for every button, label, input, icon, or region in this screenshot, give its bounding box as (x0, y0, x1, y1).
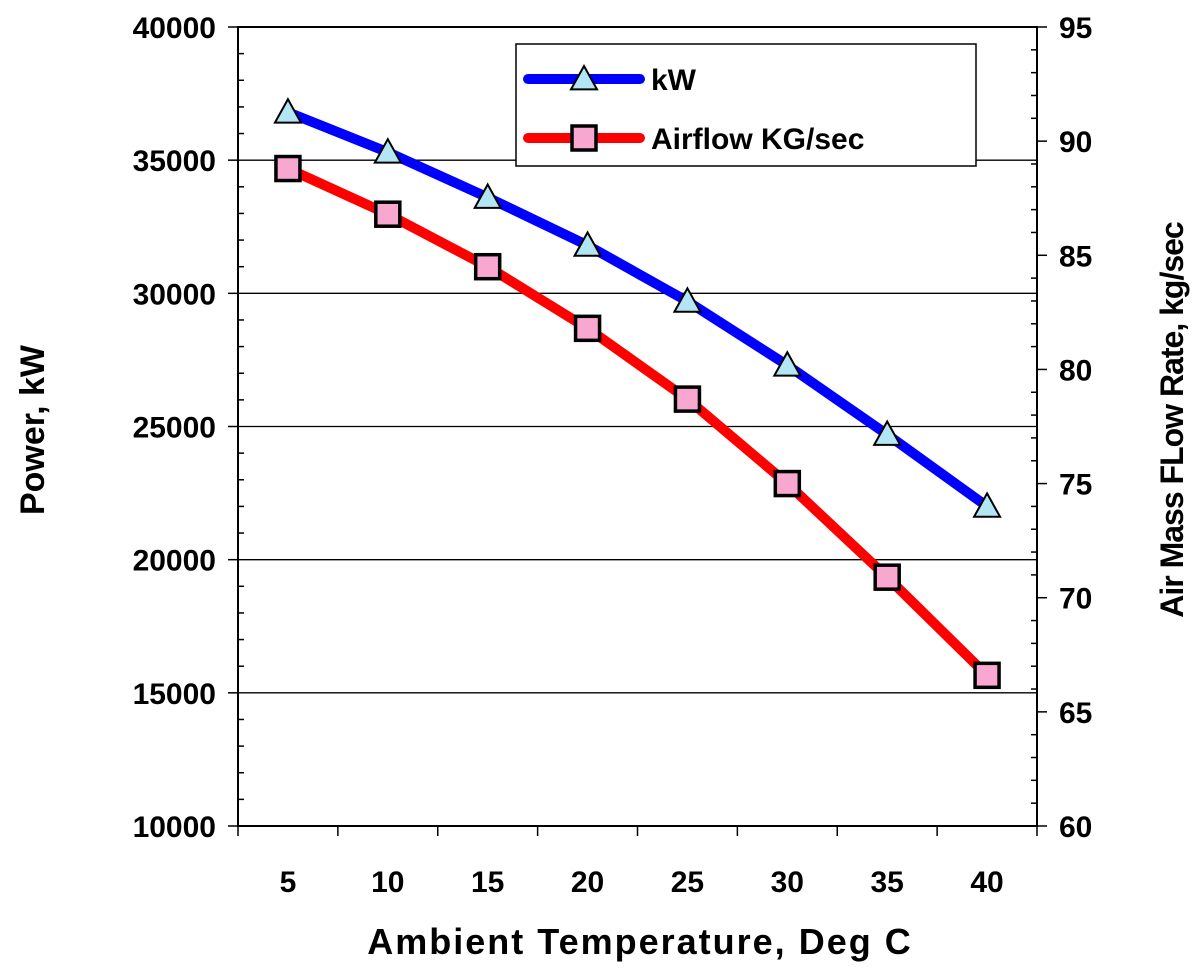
legend-marker-kw (569, 63, 599, 91)
y-left-tick-label: 30000 (133, 278, 216, 311)
y-right-tick-label: 60 (1059, 811, 1092, 844)
data-point-triangle (373, 137, 403, 164)
data-point-triangle (972, 491, 1002, 518)
y-left-tick-label: 10000 (133, 811, 216, 844)
x-tick-label: 40 (970, 866, 1003, 899)
data-point-triangle (672, 286, 703, 313)
x-tick-label: 20 (571, 866, 604, 899)
x-tick-label: 5 (280, 866, 297, 899)
y-right-tick-label: 75 (1059, 469, 1092, 502)
y-right-axis-title: Air Mass FLow Rate, kg/sec (1154, 222, 1190, 618)
legend-label-kw: kW (651, 64, 697, 97)
x-tick-label: 30 (771, 866, 804, 899)
data-point-triangle (872, 419, 902, 446)
series-layer (273, 97, 1002, 690)
y-left-axis-title: Power, kW (14, 344, 52, 515)
x-tick-label: 15 (471, 866, 504, 899)
data-point-triangle (772, 350, 803, 377)
data-point-square (973, 661, 1001, 690)
y-right-tick-label: 95 (1059, 12, 1092, 45)
y-right-tick-label: 90 (1059, 126, 1092, 159)
series-kw (273, 97, 1002, 518)
y-right-tick-label: 80 (1059, 354, 1092, 387)
y-left-tick-labels: 10000 15000 20000 25000 30000 35000 40000 (133, 12, 216, 844)
data-point-square (374, 200, 402, 228)
data-point-square (873, 563, 901, 591)
y-right-tick-label: 65 (1059, 697, 1092, 730)
series-line (282, 163, 993, 681)
x-axis-title: Ambient Temperature, Deg C (367, 921, 912, 962)
x-tick-labels: 5 10 15 20 25 30 35 40 (280, 866, 1004, 899)
series-airflow (274, 154, 1001, 690)
data-point-square (673, 385, 702, 413)
series-line (282, 107, 993, 512)
legend-label-airflow: Airflow KG/sec (651, 123, 864, 156)
y-right-tick-label: 85 (1059, 240, 1092, 273)
y-left-tick-label: 40000 (133, 12, 216, 45)
data-point-triangle (572, 230, 603, 257)
y-right-tick-label: 70 (1059, 583, 1092, 616)
data-point-square (274, 154, 302, 183)
x-tick-label: 25 (671, 866, 704, 899)
data-point-square (773, 469, 802, 498)
legend-square-marker (570, 124, 598, 152)
y-left-tick-label: 15000 (133, 678, 216, 711)
data-point-square (473, 252, 502, 281)
y-right-tick-labels: 60 65 70 75 80 85 90 95 (1059, 12, 1092, 844)
legend-triangle-marker (569, 63, 599, 91)
y-left-tick-label: 35000 (133, 145, 216, 178)
y-left-tick-label: 25000 (133, 412, 216, 445)
data-point-triangle (472, 182, 503, 209)
legend-marker-airflow (570, 124, 598, 152)
x-tick-label: 35 (871, 866, 904, 899)
legend: kW Airflow KG/sec (515, 43, 977, 167)
data-point-triangle (273, 97, 303, 124)
axis-ticks (228, 26, 1047, 836)
x-tick-label: 10 (371, 866, 404, 899)
data-point-square (573, 314, 602, 343)
y-left-tick-label: 20000 (133, 545, 216, 578)
